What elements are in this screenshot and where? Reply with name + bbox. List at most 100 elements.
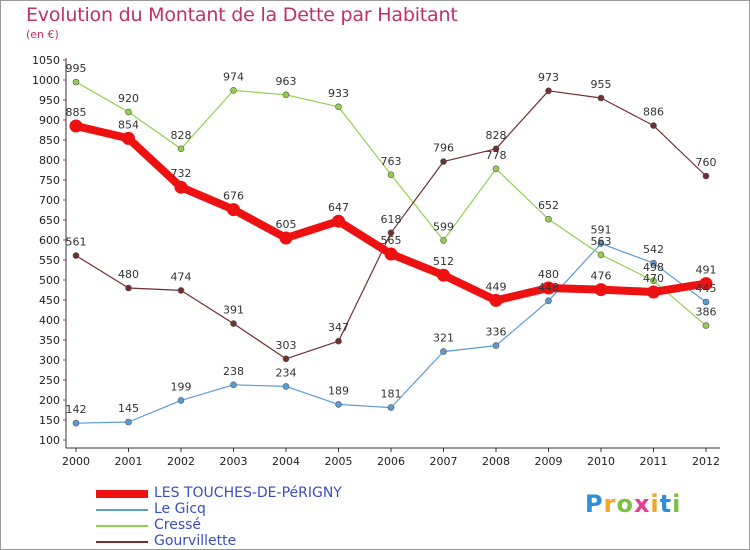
y-tick-label: 1000	[32, 74, 60, 87]
data-point	[125, 284, 132, 292]
legend-label: Cressé	[154, 517, 202, 533]
logo-letter: P	[585, 490, 604, 518]
data-point	[597, 240, 605, 247]
data-label: 920	[118, 92, 139, 105]
y-tick-label: 850	[39, 134, 60, 147]
y-tick-label: 250	[39, 374, 60, 387]
data-label: 445	[696, 282, 717, 295]
data-point	[440, 348, 447, 355]
y-tick-label: 600	[39, 234, 60, 247]
data-label: 498	[643, 261, 664, 274]
data-point	[699, 277, 713, 291]
x-tick-label: 2002	[167, 455, 195, 468]
data-label: 828	[171, 129, 192, 142]
y-tick-label: 200	[39, 394, 60, 407]
data-label: 676	[223, 190, 244, 203]
data-point	[335, 337, 342, 345]
x-tick-label: 2001	[115, 455, 143, 468]
y-tick-label: 450	[39, 294, 60, 307]
series-layer	[69, 78, 713, 427]
data-label: 618	[381, 213, 402, 226]
data-label: 974	[223, 70, 244, 83]
legend-swatch-les-touches	[96, 490, 148, 498]
data-point	[702, 322, 710, 329]
data-label: 474	[171, 270, 192, 283]
x-tick-label: 2000	[62, 455, 90, 468]
data-point	[702, 298, 710, 306]
data-point	[545, 297, 552, 305]
data-label: 476	[591, 270, 612, 283]
data-point	[282, 91, 290, 99]
data-point	[69, 119, 83, 133]
series-le-gicq	[72, 240, 710, 427]
series-gourvillette	[72, 87, 710, 363]
data-point	[177, 397, 185, 404]
logo-letter: o	[616, 490, 634, 518]
legend-label: LES TOUCHES-DE-PéRIGNY	[154, 485, 342, 501]
data-point	[597, 94, 605, 102]
data-label: 854	[118, 118, 139, 131]
data-point	[230, 381, 237, 389]
data-label: 238	[223, 365, 244, 378]
y-tick-label: 300	[39, 354, 60, 367]
data-label: 647	[328, 201, 349, 214]
y-tick-label: 650	[39, 214, 60, 227]
x-tick-label: 2007	[430, 455, 458, 468]
y-tick-label: 550	[39, 254, 60, 267]
data-point	[650, 277, 657, 285]
logo-letter: r	[603, 490, 617, 518]
data-point	[332, 214, 345, 228]
legend-item-le-gicq: Le Gicq	[96, 501, 396, 518]
data-label: 512	[433, 255, 454, 268]
data-point	[282, 355, 290, 363]
legend: LES TOUCHES-DE-PéRIGNY Le Gicq Cressé Go…	[96, 485, 396, 550]
data-point	[335, 401, 342, 408]
data-label: 973	[538, 71, 559, 84]
data-label: 796	[433, 142, 454, 155]
data-label: 591	[591, 224, 612, 237]
data-point	[650, 259, 657, 267]
data-point	[279, 231, 293, 245]
data-point	[230, 320, 237, 327]
data-label: 480	[118, 268, 139, 281]
data-label: 189	[328, 384, 349, 397]
data-point	[437, 268, 450, 282]
data-label: 599	[433, 220, 454, 233]
data-label: 732	[171, 167, 192, 180]
data-point	[282, 383, 290, 390]
legend-swatch-cresse	[96, 525, 148, 527]
data-label: 565	[381, 234, 402, 247]
data-label: 386	[696, 306, 717, 319]
data-point	[177, 145, 185, 153]
x-tick-label: 2005	[325, 455, 353, 468]
chart-title: Evolution du Montant de la Dette par Hab…	[26, 4, 458, 26]
data-point	[72, 252, 80, 259]
data-point	[594, 283, 608, 297]
y-tick-label: 400	[39, 314, 60, 327]
data-point	[489, 293, 503, 307]
data-point	[387, 229, 395, 237]
data-point	[440, 158, 447, 165]
data-point	[174, 180, 188, 194]
data-point	[384, 247, 398, 261]
legend-swatch-gourvillette	[96, 541, 148, 543]
y-tick-label: 1050	[32, 54, 60, 67]
data-label: 933	[328, 87, 349, 100]
y-tick-label: 700	[39, 194, 60, 207]
x-tick-label: 2003	[220, 455, 248, 468]
data-point	[492, 165, 500, 173]
data-point	[647, 285, 660, 299]
data-point	[72, 419, 80, 427]
data-label: 234	[276, 366, 297, 379]
data-point	[650, 122, 657, 129]
data-label: 336	[486, 326, 507, 339]
data-label: 391	[223, 304, 244, 317]
data-label: 448	[538, 281, 559, 294]
data-label: 760	[696, 156, 717, 169]
data-point	[387, 404, 395, 411]
legend-item-les-touches: LES TOUCHES-DE-PéRIGNY	[96, 485, 396, 502]
data-label: 145	[118, 402, 139, 415]
data-labels: 142 145 199 238 234 189 181 321 336 448 591 542 445 9…	[66, 62, 717, 416]
y-tick-label: 350	[39, 334, 60, 347]
